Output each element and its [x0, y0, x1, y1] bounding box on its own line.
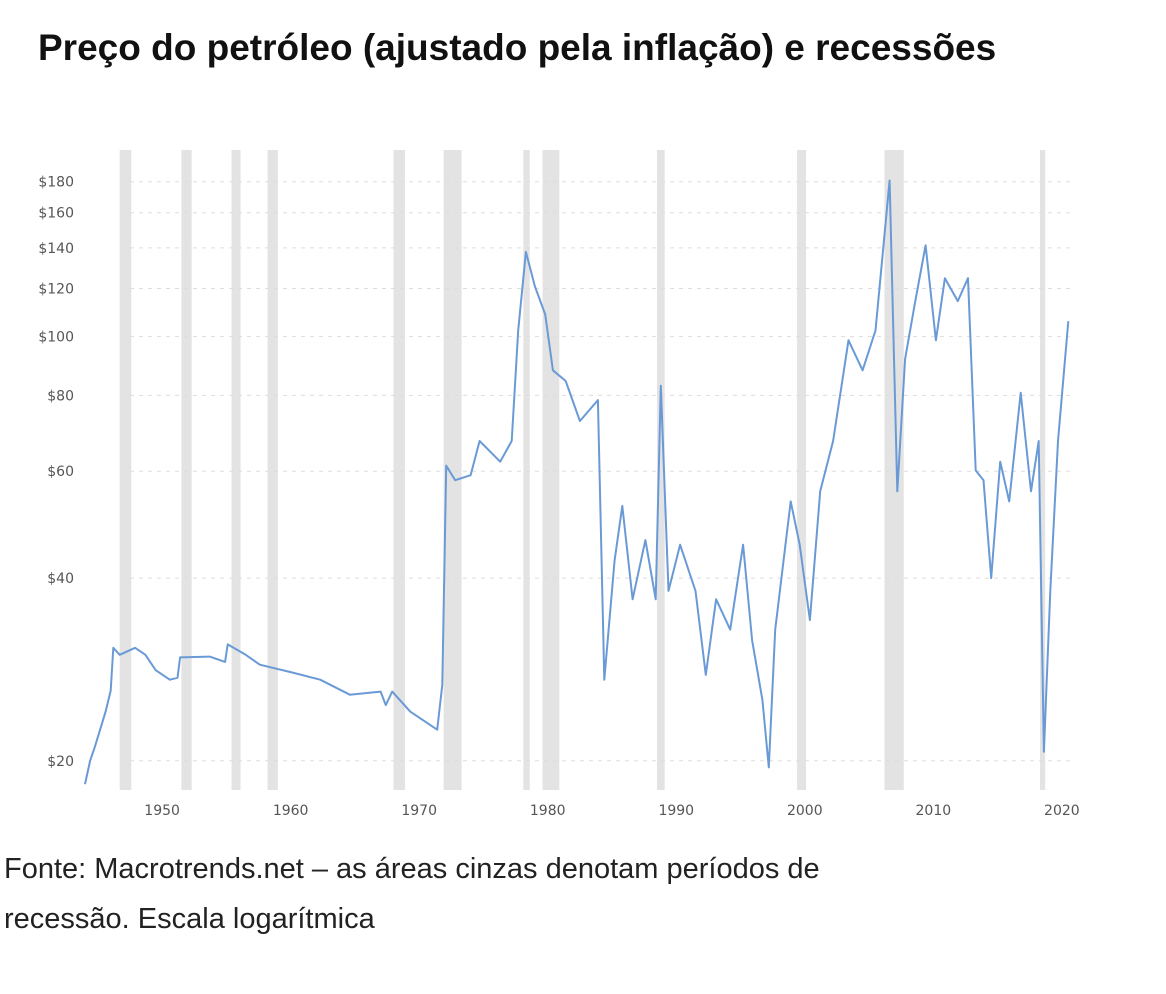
x-tick-label: 1980 — [530, 803, 566, 819]
x-tick-label: 1960 — [273, 803, 309, 819]
y-tick-label: $140 — [38, 241, 74, 257]
chart-title: Preço do petróleo (ajustado pela inflaçã… — [38, 27, 996, 68]
y-tick-label: $100 — [38, 330, 74, 346]
recession-band — [797, 150, 807, 790]
recession-band — [523, 150, 530, 790]
recession-band — [393, 150, 406, 790]
recession-band — [656, 150, 665, 790]
price-line — [84, 179, 1070, 785]
y-tick-label: $40 — [47, 571, 74, 587]
recession-band — [884, 150, 904, 790]
recession-band — [119, 150, 132, 790]
caption: Fonte: Macrotrends.net – as áreas cinzas… — [4, 853, 820, 885]
x-tick-label: 1990 — [658, 803, 694, 819]
recession-band — [1040, 150, 1046, 790]
y-tick-label: $60 — [47, 464, 74, 480]
y-tick-label: $80 — [47, 388, 74, 404]
caption: recessão. Escala logarítmica — [4, 903, 376, 935]
recession-band — [267, 150, 278, 790]
recession-band — [181, 150, 192, 790]
recession-band — [443, 150, 462, 790]
recession-band — [542, 150, 560, 790]
x-tick-label: 2010 — [916, 803, 952, 819]
x-tick-label: 1950 — [144, 803, 180, 819]
y-tick-label: $180 — [38, 175, 74, 191]
recession-band — [231, 150, 241, 790]
y-tick-label: $120 — [38, 282, 74, 298]
x-tick-label: 2020 — [1044, 803, 1080, 819]
y-tick-label: $20 — [47, 754, 74, 770]
x-tick-label: 1970 — [401, 803, 437, 819]
x-tick-label: 2000 — [787, 803, 823, 819]
y-tick-label: $160 — [38, 206, 74, 222]
